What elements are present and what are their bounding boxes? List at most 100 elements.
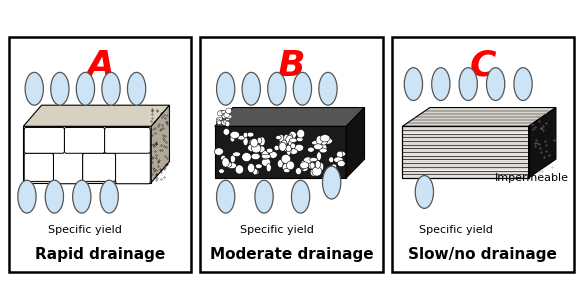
Ellipse shape [266,148,273,153]
Ellipse shape [215,148,223,155]
Polygon shape [528,108,556,178]
Ellipse shape [311,141,320,145]
Ellipse shape [77,72,95,105]
Ellipse shape [262,151,269,160]
Ellipse shape [223,111,230,115]
Ellipse shape [254,144,261,148]
FancyBboxPatch shape [83,153,115,181]
Ellipse shape [336,151,343,158]
FancyBboxPatch shape [9,37,191,272]
Ellipse shape [334,157,343,163]
FancyBboxPatch shape [24,128,64,153]
Ellipse shape [223,111,227,116]
Ellipse shape [296,168,302,175]
Polygon shape [403,174,528,178]
Ellipse shape [230,155,235,163]
Polygon shape [403,137,528,141]
FancyBboxPatch shape [53,151,83,184]
Ellipse shape [320,139,327,145]
Ellipse shape [284,168,290,173]
Ellipse shape [514,68,532,100]
Polygon shape [403,130,528,134]
Ellipse shape [253,168,258,175]
Polygon shape [403,145,528,148]
Ellipse shape [216,180,235,213]
Ellipse shape [216,72,235,105]
Ellipse shape [217,119,220,125]
Polygon shape [215,126,346,178]
Ellipse shape [218,111,223,116]
Polygon shape [403,108,556,126]
Ellipse shape [243,132,248,138]
Ellipse shape [222,114,227,118]
Ellipse shape [279,142,287,151]
Ellipse shape [317,152,321,160]
Ellipse shape [18,180,36,213]
Ellipse shape [295,144,304,151]
FancyBboxPatch shape [64,128,104,153]
Ellipse shape [219,169,224,173]
Ellipse shape [318,144,327,152]
Ellipse shape [233,152,241,157]
Ellipse shape [286,145,291,152]
Ellipse shape [289,149,298,154]
Ellipse shape [293,72,311,105]
Ellipse shape [307,147,314,152]
Ellipse shape [72,180,91,213]
Ellipse shape [288,134,293,140]
Ellipse shape [284,146,291,152]
Ellipse shape [274,145,280,150]
Ellipse shape [459,68,477,100]
Ellipse shape [300,164,304,170]
Polygon shape [403,156,528,160]
Ellipse shape [259,137,265,146]
Ellipse shape [251,138,258,147]
Text: Specific yield: Specific yield [240,225,314,235]
Polygon shape [403,134,528,137]
Ellipse shape [310,162,315,169]
Ellipse shape [320,135,330,142]
Ellipse shape [269,152,277,158]
Ellipse shape [255,164,262,168]
Ellipse shape [281,154,291,164]
Ellipse shape [337,160,345,167]
Ellipse shape [242,72,260,105]
Polygon shape [403,126,528,130]
Ellipse shape [259,146,265,153]
Ellipse shape [102,72,120,105]
Ellipse shape [291,143,295,149]
Ellipse shape [303,157,313,165]
Ellipse shape [128,72,146,105]
Ellipse shape [230,131,240,138]
Ellipse shape [288,140,293,146]
Ellipse shape [329,157,333,163]
Ellipse shape [249,139,256,147]
Ellipse shape [227,114,232,119]
Ellipse shape [216,118,223,120]
Polygon shape [403,152,528,156]
Text: Impermeable: Impermeable [495,173,569,183]
Text: A: A [86,49,114,83]
Polygon shape [403,148,528,152]
Ellipse shape [319,72,337,105]
Ellipse shape [253,169,259,175]
Ellipse shape [279,134,284,143]
Ellipse shape [50,72,69,105]
Ellipse shape [323,138,332,144]
Polygon shape [403,167,528,170]
Text: Specific yield: Specific yield [49,225,122,235]
Ellipse shape [242,153,251,162]
Ellipse shape [487,68,505,100]
Ellipse shape [225,121,230,126]
Ellipse shape [237,136,245,140]
Ellipse shape [223,120,228,123]
Ellipse shape [308,162,315,169]
Polygon shape [346,108,364,178]
Ellipse shape [282,163,289,171]
FancyBboxPatch shape [24,153,53,181]
Ellipse shape [297,130,304,138]
Ellipse shape [404,68,423,100]
Ellipse shape [300,162,309,169]
Ellipse shape [331,164,336,170]
Ellipse shape [25,72,44,105]
